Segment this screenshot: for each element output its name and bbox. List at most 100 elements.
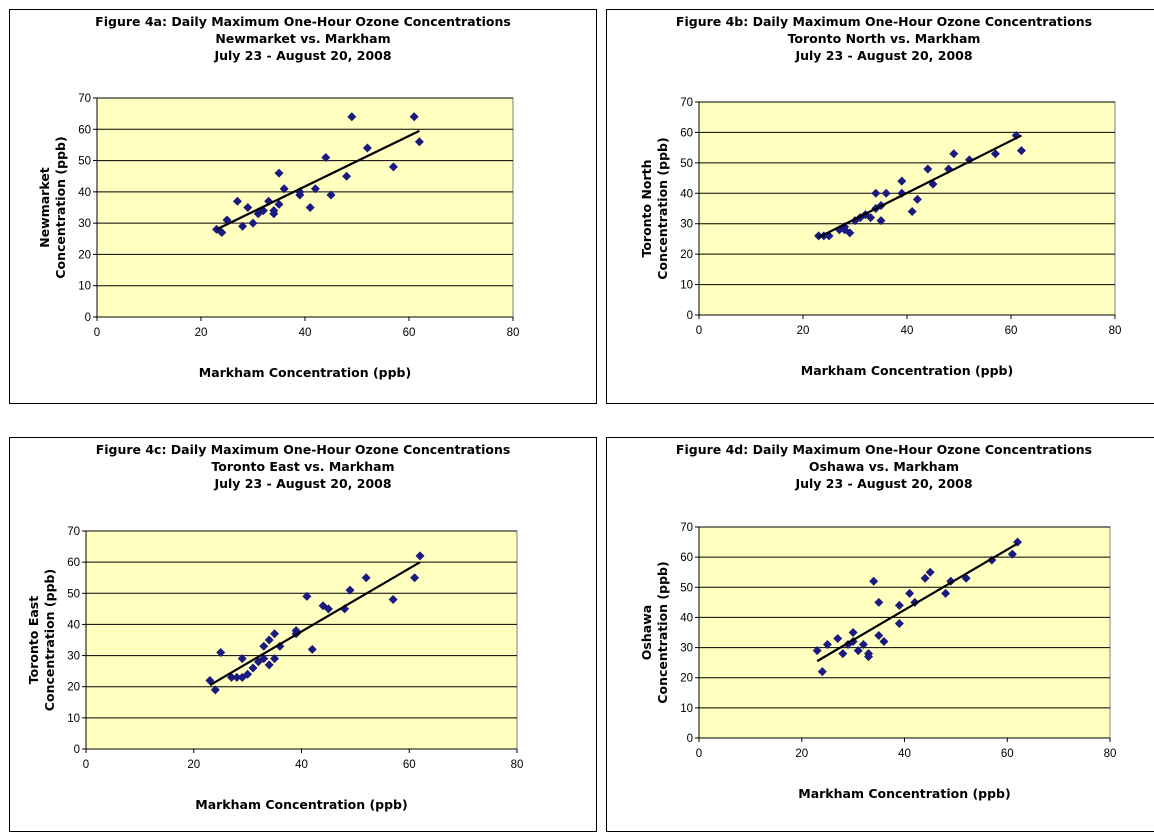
data-point [869,576,879,586]
y-tick-label: 0 [687,733,693,745]
figure-4c-panel: Figure 4c: Daily Maximum One-Hour Ozone … [9,437,597,832]
data-point [232,672,242,682]
title-line-3: July 23 - August 20, 2008 [214,476,392,491]
y-tick-label: 40 [67,619,80,631]
data-point [342,171,352,181]
x-tick-label: 0 [696,325,702,337]
data-point [238,221,248,231]
y-tick-label: 10 [67,713,80,725]
data-point [305,203,315,212]
x-tick-label: 80 [1109,325,1122,337]
y-tick-label: 70 [680,522,693,534]
figure-4c-chart: 0 10 20 30 40 50 60 70 0 20 40 60 80 Markham Concentr… [26,526,523,812]
y-tick-label: 30 [78,218,91,230]
title-line-3: July 23 - August 20, 2008 [795,476,973,491]
data-point [310,184,320,194]
y-axis-title-line: Toronto North [639,159,654,257]
y-tick-label: 70 [78,93,91,105]
x-tick-label: 20 [195,327,208,339]
data-point [409,112,419,122]
data-point [217,228,227,238]
title-line-2: Oshawa vs. Markham [808,459,960,474]
data-point [822,640,832,650]
data-point [414,137,424,147]
data-point [894,600,904,610]
data-point [866,213,876,223]
y-tick-label: 0 [687,310,693,322]
figure-4a-panel: Figure 4a: Daily Maximum One-Hour Ozone … [9,9,597,404]
data-point [237,654,247,664]
data-point [264,660,274,670]
trendline [216,129,420,231]
x-tick-label: 80 [507,327,520,339]
y-tick-label: 20 [67,682,80,694]
plot-area [698,101,1116,316]
y-tick-label: 60 [67,557,80,569]
x-tick-label: 0 [83,759,89,771]
data-point [1007,549,1017,559]
y-tick-label: 30 [67,651,80,663]
data-point [871,188,881,198]
title-line-2: Toronto North vs. Markham [787,31,981,46]
y-axis-title-line: Concentration (ppb) [53,136,68,278]
x-tick-label: 60 [403,327,416,339]
data-point [347,112,357,122]
data-point [253,657,263,667]
x-axis-title: Markham Concentration (ppb) [195,797,407,812]
y-axis-title-line: Concentration (ppb) [655,137,670,279]
data-point [361,573,371,583]
y-tick-label: 20 [78,249,91,261]
data-point [216,647,226,657]
data-point [858,640,868,650]
y-tick-label: 20 [680,673,693,685]
title-line-3: July 23 - August 20, 2008 [214,48,392,63]
data-point [848,637,858,647]
y-tick-label: 30 [680,643,693,655]
data-point [897,176,907,186]
y-axis-title-line: Oshawa [639,605,654,660]
y-tick-label: 70 [680,97,693,109]
x-tick-label: 60 [1005,325,1018,337]
y-tick-label: 60 [680,127,693,139]
x-tick-label: 40 [898,748,911,760]
y-axis-title-line: Concentration (ppb) [655,561,670,703]
x-axis-title: Markham Concentration (ppb) [801,363,1013,378]
data-point [833,634,843,644]
data-point [907,207,917,217]
data-point [274,199,284,209]
data-point [323,604,333,614]
data-point [920,573,930,583]
trendline [816,542,1019,663]
figure-4c-title: Figure 4c: Daily Maximum One-Hour Ozone … [10,441,596,492]
data-point [864,652,874,662]
data-point [243,669,253,679]
data-point [845,228,855,238]
y-tick-label: 0 [74,744,80,756]
y-tick-label: 60 [680,552,693,564]
data-point [1011,130,1021,140]
x-tick-label: 40 [295,759,308,771]
data-point [270,654,280,664]
y-axis-title-line: Concentration (ppb) [42,569,57,711]
data-point [905,588,915,598]
figure-4b-panel: Figure 4b: Daily Maximum One-Hour Ozone … [606,9,1154,404]
data-point [232,196,242,206]
y-tick-label: 50 [680,158,693,170]
plot-area [698,526,1111,739]
y-tick-label: 0 [85,312,91,324]
data-point [326,190,336,200]
x-tick-label: 20 [797,325,810,337]
x-tick-label: 0 [94,327,100,339]
data-point [923,164,933,174]
data-point [874,597,884,607]
x-tick-label: 60 [1001,748,1014,760]
data-point [853,646,863,656]
data-point [812,646,822,656]
data-point [248,218,258,228]
data-point [253,209,263,219]
data-point [269,209,279,219]
data-point [270,629,280,639]
y-tick-label: 10 [680,280,693,292]
plot-area [96,97,514,318]
data-point [259,654,269,664]
